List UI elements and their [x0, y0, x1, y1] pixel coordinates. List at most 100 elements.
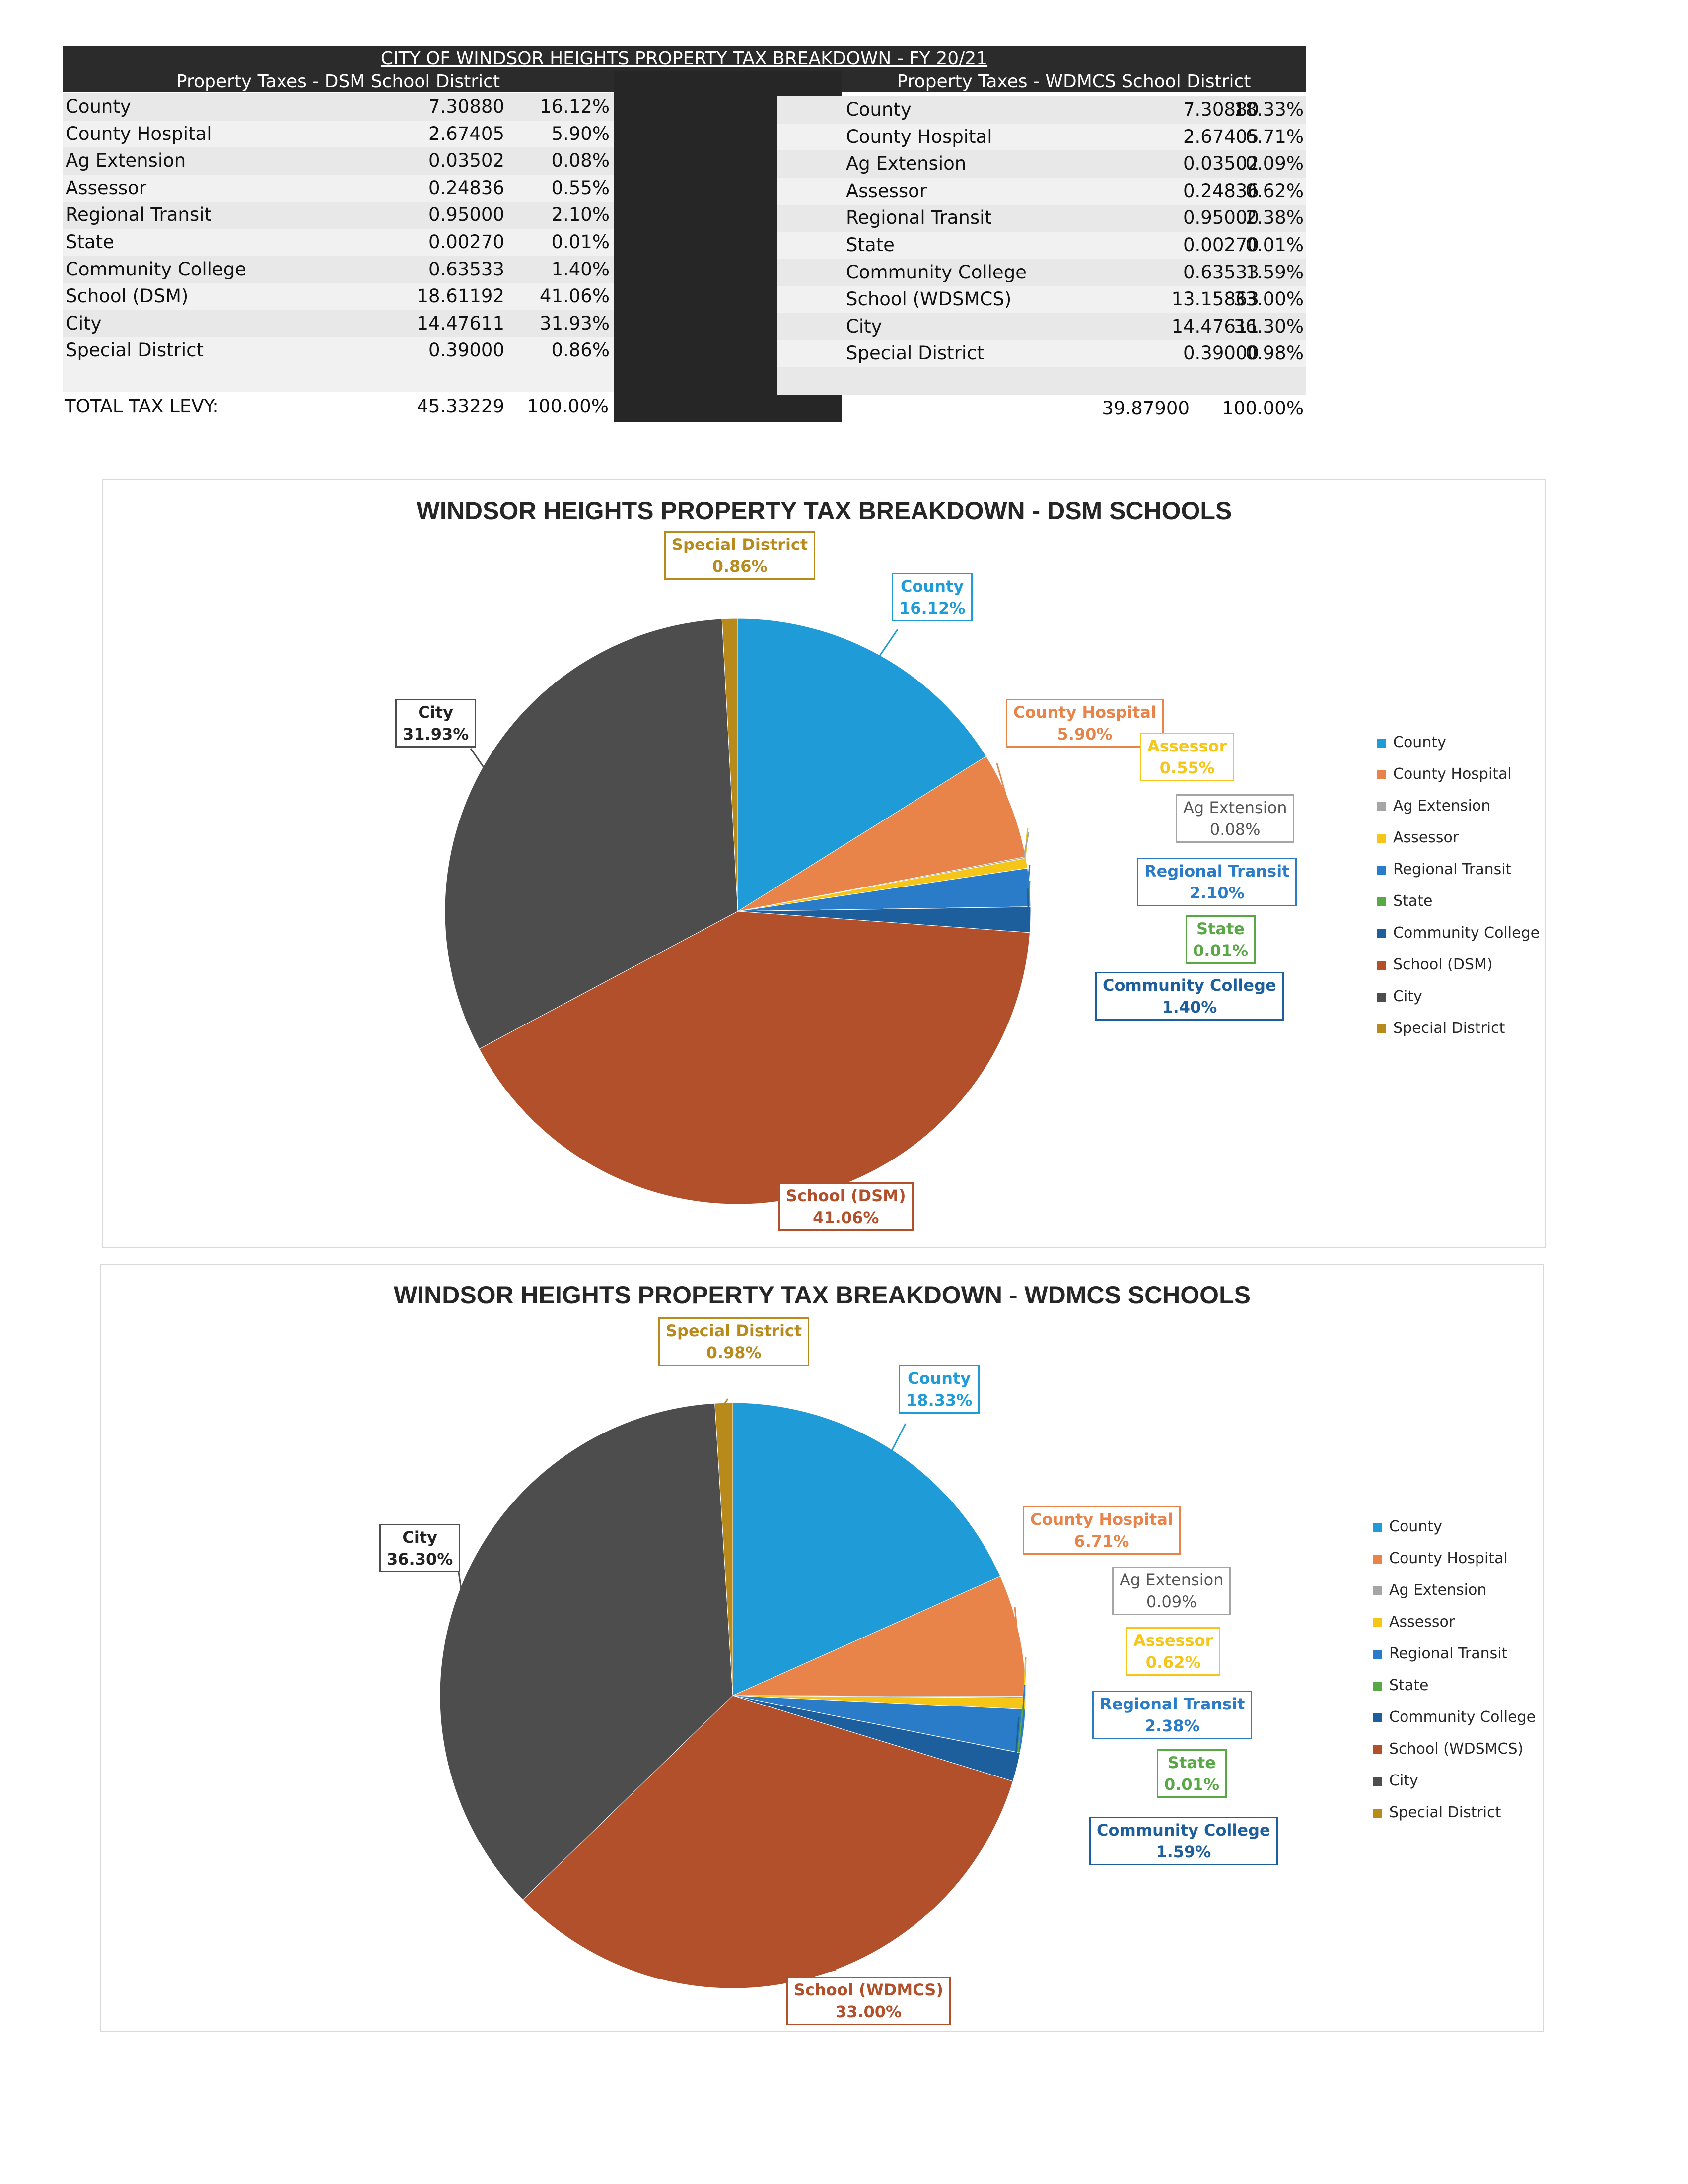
table-row: Assessor 0.24836 0.62%: [777, 177, 1306, 205]
cell-pct: 41.06%: [539, 285, 610, 307]
cell-rate: 14.47611: [1171, 315, 1259, 337]
table-row: State 0.00270 0.01%: [777, 232, 1306, 259]
legend-label: Community College: [1389, 1708, 1536, 1726]
data-label-name: Assessor: [1147, 737, 1227, 755]
table-row: School (DSM) 18.61192 41.06%: [63, 283, 614, 310]
table-row: County 7.30880 16.12%: [63, 93, 614, 121]
cell-pct: 0.55%: [551, 177, 610, 199]
data-label-name: State: [1168, 1753, 1216, 1772]
leader-line: [1027, 864, 1031, 888]
data-label-callout: Assessor 0.62%: [1126, 1627, 1221, 1676]
cell-pct: 1.40%: [551, 258, 610, 280]
cell-pct: 33.00%: [1233, 288, 1304, 310]
cell-rate: 14.47611: [417, 312, 504, 334]
table-row: Assessor 0.24836 0.55%: [63, 174, 614, 202]
cell-pct: 31.93%: [539, 312, 610, 334]
cell-name: Regional Transit: [66, 204, 211, 226]
data-label-value: 36.30%: [387, 1550, 453, 1569]
legend-label: City: [1393, 988, 1422, 1005]
cell-rate: 0.00270: [428, 231, 504, 253]
data-label-name: Regional Transit: [1100, 1695, 1245, 1713]
leader-line: [1014, 1717, 1020, 1767]
table-row: Ag Extension 0.03502 0.08%: [63, 147, 614, 175]
data-label-value: 0.01%: [1193, 941, 1249, 960]
cell-name: County: [846, 99, 912, 120]
legend-swatch: [1373, 1777, 1382, 1786]
data-label-callout: County 18.33%: [899, 1365, 980, 1414]
data-label-callout: Community College 1.40%: [1095, 972, 1284, 1021]
cell-pct: 0.62%: [1245, 180, 1304, 202]
legend-swatch: [1377, 993, 1386, 1002]
cell-rate: 2.67405: [428, 123, 504, 144]
data-label-callout: County 16.12%: [892, 573, 973, 621]
cell-pct: 2.38%: [1245, 207, 1304, 229]
leader-line: [729, 619, 732, 621]
total-label: TOTAL TAX LEVY:: [65, 396, 219, 417]
legend-label: State: [1393, 892, 1433, 910]
cell-pct: 0.09%: [1245, 153, 1304, 175]
data-label-value: 16.12%: [899, 599, 966, 617]
legend-swatch: [1373, 1618, 1382, 1627]
leader-line: [723, 1398, 729, 1406]
chart-title: WINDSOR HEIGHTS PROPERTY TAX BREAKDOWN -…: [416, 497, 1232, 525]
legend-label: Community College: [1393, 924, 1540, 942]
cell-rate: 0.63533: [428, 258, 504, 280]
cell-pct: 0.08%: [551, 150, 610, 172]
data-label-value: 1.59%: [1156, 1843, 1211, 1861]
data-label-name: State: [1196, 919, 1245, 938]
legend-label: Assessor: [1393, 829, 1459, 846]
data-label-callout: City 36.30%: [379, 1524, 461, 1572]
data-label-value: 1.40%: [1162, 998, 1217, 1017]
leader-line: [470, 748, 485, 769]
cell-name: Special District: [66, 340, 204, 361]
dsm-total-value: 45.33229: [417, 396, 504, 417]
data-label-value: 0.86%: [712, 557, 768, 576]
cell-pct: 16.12%: [539, 96, 610, 117]
data-label-value: 0.01%: [1164, 1775, 1220, 1794]
data-label-value: 0.62%: [1145, 1653, 1201, 1672]
data-label-callout: State 0.01%: [1157, 1749, 1227, 1798]
tax-breakdown-table: CITY OF WINDSOR HEIGHTS PROPERTY TAX BRE…: [63, 46, 1306, 422]
data-label-name: Special District: [666, 1321, 802, 1340]
leader-line: [878, 629, 899, 658]
pie-slice-county-hospital: [732, 1576, 1026, 1697]
legend-label: Ag Extension: [1393, 797, 1491, 815]
data-label-name: City: [418, 703, 453, 722]
table-row: County 7.30880 18.33%: [777, 96, 1306, 124]
cell-pct: 0.86%: [551, 340, 610, 361]
legend-label: County Hospital: [1389, 1550, 1508, 1567]
leader-line: [1027, 888, 1030, 920]
wdmcs-table-header: Property Taxes - WDMCS School District: [842, 71, 1306, 92]
pie-chart-svg: [444, 618, 1031, 1205]
legend-swatch: [1373, 1555, 1382, 1564]
legend-label: Special District: [1389, 1804, 1501, 1821]
legend-label: Regional Transit: [1389, 1645, 1508, 1662]
data-label-callout: Regional Transit 2.38%: [1092, 1691, 1253, 1739]
data-label-name: Community College: [1103, 976, 1276, 995]
data-label-callout: Ag Extension 0.08%: [1176, 794, 1295, 843]
legend-swatch: [1373, 1682, 1382, 1691]
pie-slice-city: [439, 1403, 733, 1900]
cell-pct: 36.30%: [1233, 315, 1304, 337]
data-label-callout: Assessor 0.55%: [1140, 733, 1235, 781]
legend-swatch: [1373, 1523, 1382, 1532]
data-label-value: 0.55%: [1159, 758, 1215, 777]
wdmcs-total-value: 39.87900: [1102, 398, 1190, 419]
table-row: County Hospital 2.67405 5.90%: [63, 120, 614, 148]
legend-label: City: [1389, 1772, 1418, 1789]
cell-rate: 0.63533: [1183, 261, 1259, 283]
data-label-callout: School (WDMCS) 33.00%: [786, 1977, 951, 2025]
table-title: CITY OF WINDSOR HEIGHTS PROPERTY TAX BRE…: [63, 46, 1306, 71]
cell-rate: 0.95000: [428, 204, 504, 226]
leader-line: [1017, 1707, 1024, 1753]
cell-rate: 0.39000: [1183, 342, 1259, 364]
cell-pct: 0.98%: [1245, 342, 1304, 364]
cell-name: Assessor: [66, 177, 147, 199]
legend-swatch: [1377, 1024, 1386, 1033]
cell-name: County Hospital: [846, 126, 992, 147]
data-label-name: School (DSM): [786, 1186, 906, 1205]
leader-line: [996, 763, 1010, 806]
wdmcs-pie-panel: WINDSOR HEIGHTS PROPERTY TAX BREAKDOWN -…: [100, 1264, 1544, 2032]
legend-label: School (DSM): [1393, 956, 1493, 973]
legend-label: Regional Transit: [1393, 861, 1512, 878]
